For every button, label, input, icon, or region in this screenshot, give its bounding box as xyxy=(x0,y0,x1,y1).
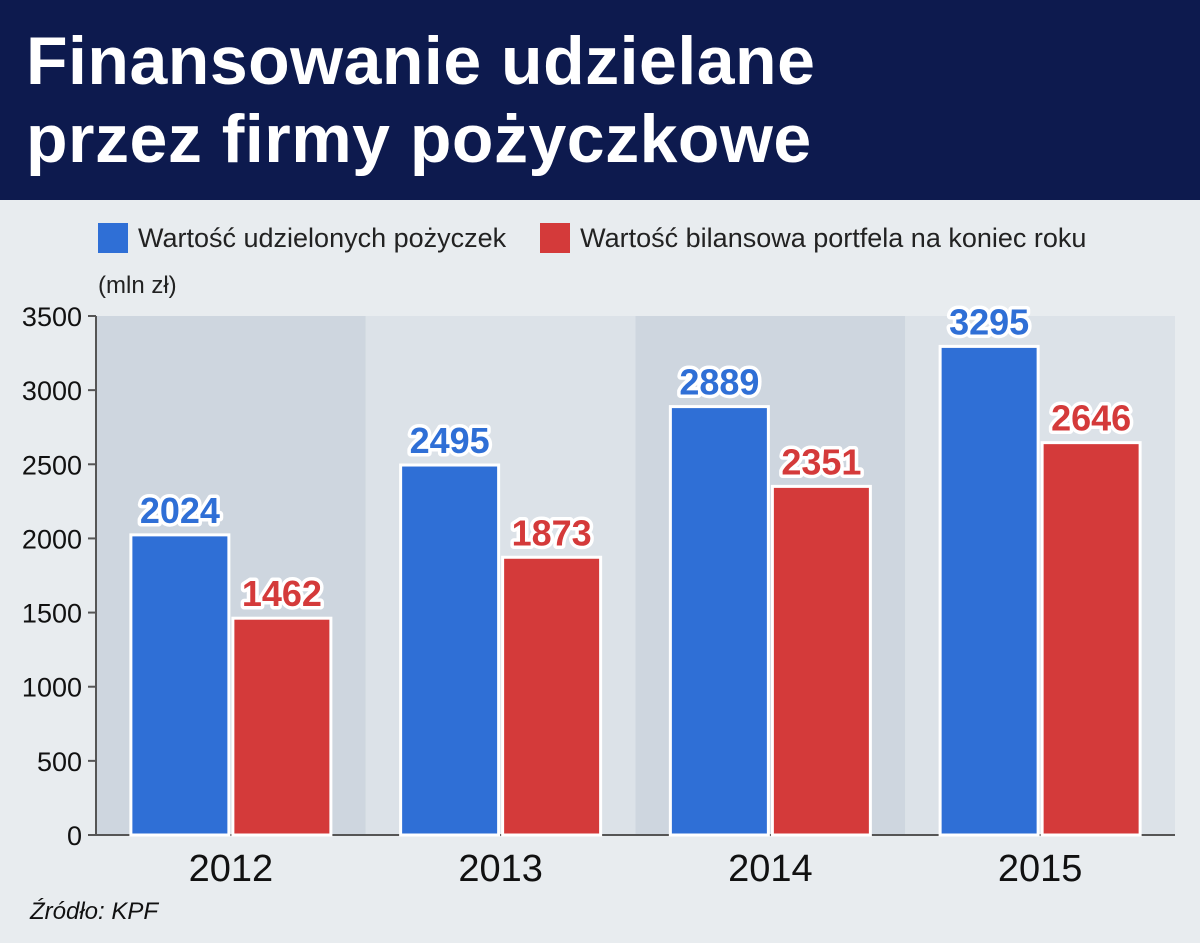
y-tick-label: 2000 xyxy=(22,524,82,554)
y-tick-label: 500 xyxy=(37,747,82,777)
bar-series-0 xyxy=(129,533,231,837)
bar-series-1 xyxy=(231,616,333,837)
header-banner: Finansowanie udzielane przez firmy pożyc… xyxy=(0,0,1200,200)
y-tick-label: 0 xyxy=(67,821,82,851)
y-axis-unit-label: (mln zł) xyxy=(98,272,177,299)
data-label-series-1: 1462 xyxy=(242,573,322,614)
chart-title: Finansowanie udzielane przez firmy pożyc… xyxy=(26,23,816,177)
bar-series-1 xyxy=(501,555,603,837)
x-tick-label: 2015 xyxy=(998,848,1083,890)
bar-series-1 xyxy=(770,484,872,837)
bar-series-0 xyxy=(938,344,1040,837)
x-tick-label: 2014 xyxy=(728,848,813,890)
y-tick-label: 1500 xyxy=(22,599,82,629)
source-note: Źródło: KPF xyxy=(30,898,159,925)
x-tick-label: 2013 xyxy=(458,848,543,890)
legend-swatch-blue xyxy=(98,223,128,253)
x-tick-label: 2012 xyxy=(189,848,274,890)
legend-item-series-1: Wartość bilansowa portfela na koniec rok… xyxy=(540,223,1086,254)
y-tick-label: 3500 xyxy=(22,302,82,332)
bar-series-0 xyxy=(399,463,501,837)
bar-series-0 xyxy=(668,405,770,837)
bar-series-1 xyxy=(1040,441,1142,837)
data-label-series-1: 2646 xyxy=(1051,398,1131,439)
legend-label-series-1: Wartość bilansowa portfela na koniec rok… xyxy=(580,222,1087,253)
legend: Wartość udzielonych pożyczek Wartość bil… xyxy=(98,220,1120,256)
data-label-series-0: 2495 xyxy=(410,420,490,461)
legend-label-series-0: Wartość udzielonych pożyczek xyxy=(138,222,507,253)
y-tick-label: 1000 xyxy=(22,673,82,703)
legend-swatch-red xyxy=(540,223,571,253)
data-label-series-1: 2351 xyxy=(781,441,861,482)
data-label-series-0: 2889 xyxy=(679,362,759,403)
data-label-series-0: 2024 xyxy=(140,490,220,531)
data-label-series-0: 3295 xyxy=(949,301,1029,342)
y-tick-label: 2500 xyxy=(22,450,82,480)
legend-item-series-0: Wartość udzielonych pożyczek xyxy=(98,223,506,254)
y-tick-label: 3000 xyxy=(22,376,82,406)
data-label-series-1: 1873 xyxy=(512,512,592,553)
